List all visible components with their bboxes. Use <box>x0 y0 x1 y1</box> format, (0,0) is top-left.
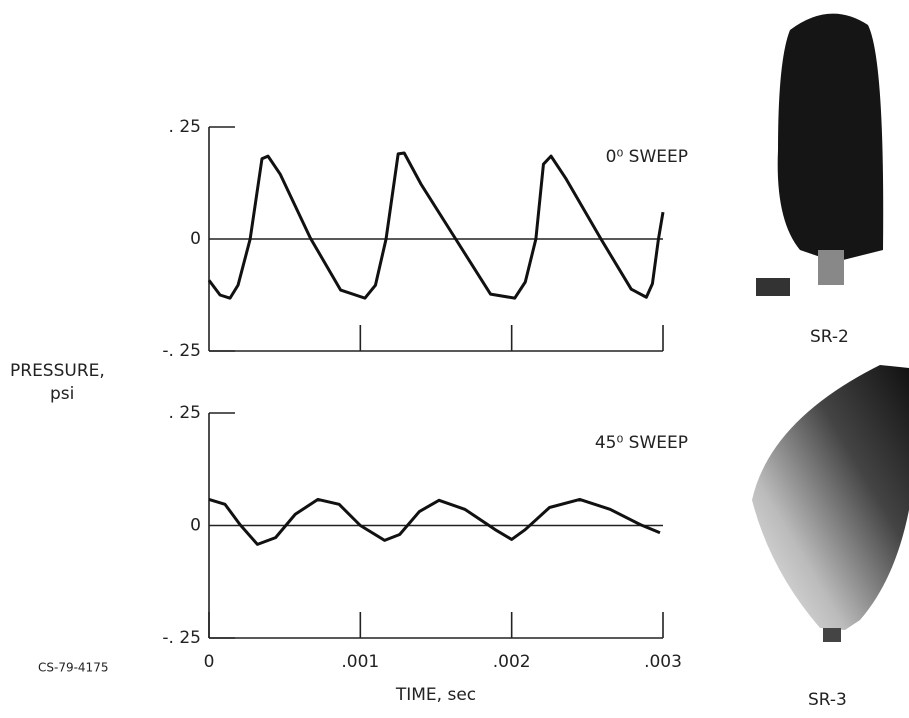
annotation: 45⁰ SWEEP <box>595 433 688 453</box>
sr2-block <box>756 278 790 296</box>
y-tick-label: 0 <box>190 516 201 536</box>
y-label: psi <box>50 384 74 404</box>
data-line <box>209 153 663 298</box>
figure: PRESSURE, psi TIME, sec CS-79-4175 SR-2 … <box>0 0 909 714</box>
x-tick-label: .001 <box>341 652 379 672</box>
y-label: PRESSURE, <box>10 361 105 381</box>
x-tick-label: 0 <box>204 652 215 672</box>
annotation: 0⁰ SWEEP <box>606 147 688 167</box>
sr3-hub <box>823 628 841 642</box>
sr3-photo <box>752 365 909 630</box>
y-tick-label: -. 25 <box>162 628 201 648</box>
data-line <box>209 499 660 544</box>
y-tick-label: . 25 <box>169 117 201 137</box>
x-label: TIME, sec <box>395 685 476 705</box>
figure-id: CS-79-4175 <box>38 661 108 675</box>
photo-label: SR-2 <box>810 327 849 347</box>
y-tick-label: . 25 <box>169 403 201 423</box>
x-tick-label: .003 <box>644 652 682 672</box>
x-tick-label: .002 <box>493 652 531 672</box>
y-tick-label: 0 <box>190 229 201 249</box>
y-tick-label: -. 25 <box>162 341 201 361</box>
sr2-hub <box>818 250 844 285</box>
photo-label: SR-3 <box>808 690 847 710</box>
sr2-photo <box>778 14 884 262</box>
